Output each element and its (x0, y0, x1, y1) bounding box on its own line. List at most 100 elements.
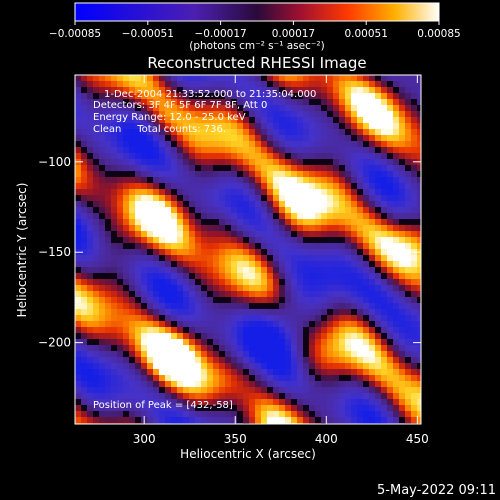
heatmap-cell (99, 237, 106, 244)
heatmap-cell (171, 93, 178, 100)
colorbar-tick-label: −0.00051 (122, 28, 174, 40)
heatmap-cell (243, 291, 250, 298)
heatmap-cell (321, 363, 328, 370)
heatmap-cell (225, 195, 232, 202)
heatmap-contour (159, 255, 166, 262)
heatmap-cell (225, 81, 232, 88)
heatmap-contour (303, 333, 310, 340)
heatmap-cell (81, 153, 88, 160)
heatmap-cell (159, 153, 166, 160)
heatmap-cell (117, 309, 124, 316)
heatmap-cell (291, 381, 298, 388)
heatmap-cell (195, 273, 202, 280)
heatmap-cell (345, 363, 352, 370)
heatmap-cell (189, 159, 196, 166)
heatmap-image (75, 75, 421, 424)
heatmap-cell (147, 129, 154, 136)
heatmap-cell (81, 357, 88, 364)
heatmap-contour (309, 321, 316, 328)
heatmap-cell (75, 387, 82, 394)
heatmap-cell (201, 393, 208, 400)
heatmap-cell (177, 381, 184, 388)
heatmap-cell (315, 339, 322, 346)
heatmap-cell (159, 405, 166, 412)
heatmap-cell (195, 159, 202, 166)
heatmap-cell (393, 369, 400, 376)
heatmap-cell (381, 387, 388, 394)
heatmap-cell (165, 237, 172, 244)
heatmap-cell (165, 363, 172, 370)
heatmap-cell (399, 405, 406, 412)
heatmap-cell (417, 243, 421, 250)
heatmap-cell (357, 351, 364, 358)
heatmap-cell (345, 345, 352, 352)
heatmap-cell (297, 141, 304, 148)
heatmap-cell (201, 321, 208, 328)
heatmap-cell (327, 99, 334, 106)
heatmap-contour (207, 339, 214, 346)
heatmap-cell (75, 321, 82, 328)
heatmap-cell (129, 333, 136, 340)
heatmap-cell (363, 129, 370, 136)
heatmap-cell (87, 363, 94, 370)
heatmap-cell (153, 369, 160, 376)
heatmap-cell (117, 357, 124, 364)
heatmap-cell (411, 291, 418, 298)
heatmap-cell (297, 333, 304, 340)
heatmap-cell (267, 237, 274, 244)
heatmap-cell (411, 117, 418, 124)
heatmap-cell (165, 345, 172, 352)
heatmap-cell (261, 309, 268, 316)
heatmap-cell (375, 81, 382, 88)
heatmap-cell (123, 135, 130, 142)
heatmap-cell (123, 405, 130, 412)
heatmap-cell (213, 303, 220, 310)
heatmap-cell (207, 309, 214, 316)
heatmap-cell (159, 225, 166, 232)
heatmap-cell (279, 159, 286, 166)
heatmap-cell (165, 177, 172, 184)
heatmap-cell (411, 195, 418, 202)
heatmap-cell (333, 231, 340, 238)
heatmap-cell (303, 387, 310, 394)
heatmap-cell (135, 159, 142, 166)
heatmap-cell (231, 369, 238, 376)
heatmap-cell (225, 231, 232, 238)
heatmap-cell (339, 393, 346, 400)
heatmap-cell (285, 291, 292, 298)
heatmap-cell (195, 387, 202, 394)
heatmap-cell (309, 351, 316, 358)
heatmap-cell (285, 201, 292, 208)
heatmap-cell (297, 375, 304, 382)
heatmap-contour (213, 219, 220, 226)
heatmap-cell (291, 303, 298, 310)
heatmap-cell (381, 171, 388, 178)
heatmap-cell (237, 315, 244, 322)
heatmap-cell (261, 381, 268, 388)
heatmap-cell (291, 141, 298, 148)
heatmap-cell (213, 327, 220, 334)
heatmap-cell (255, 417, 262, 424)
heatmap-cell (99, 189, 106, 196)
heatmap-cell (207, 105, 214, 112)
heatmap-cell (345, 123, 352, 130)
heatmap-cell (375, 195, 382, 202)
heatmap-cell (123, 219, 130, 226)
heatmap-cell (243, 75, 250, 82)
heatmap-cell (315, 225, 322, 232)
heatmap-cell (177, 159, 184, 166)
heatmap-cell (111, 225, 118, 232)
heatmap-cell (141, 87, 148, 94)
heatmap-cell (87, 105, 94, 112)
heatmap-cell (267, 99, 274, 106)
heatmap-cell (105, 153, 112, 160)
heatmap-cell (327, 81, 334, 88)
heatmap-contour (345, 375, 352, 382)
heatmap-cell (147, 81, 154, 88)
heatmap-cell (87, 351, 94, 358)
heatmap-cell (75, 129, 82, 136)
heatmap-cell (333, 243, 340, 250)
heatmap-cell (171, 177, 178, 184)
heatmap-cell (93, 375, 100, 382)
heatmap-cell (297, 153, 304, 160)
